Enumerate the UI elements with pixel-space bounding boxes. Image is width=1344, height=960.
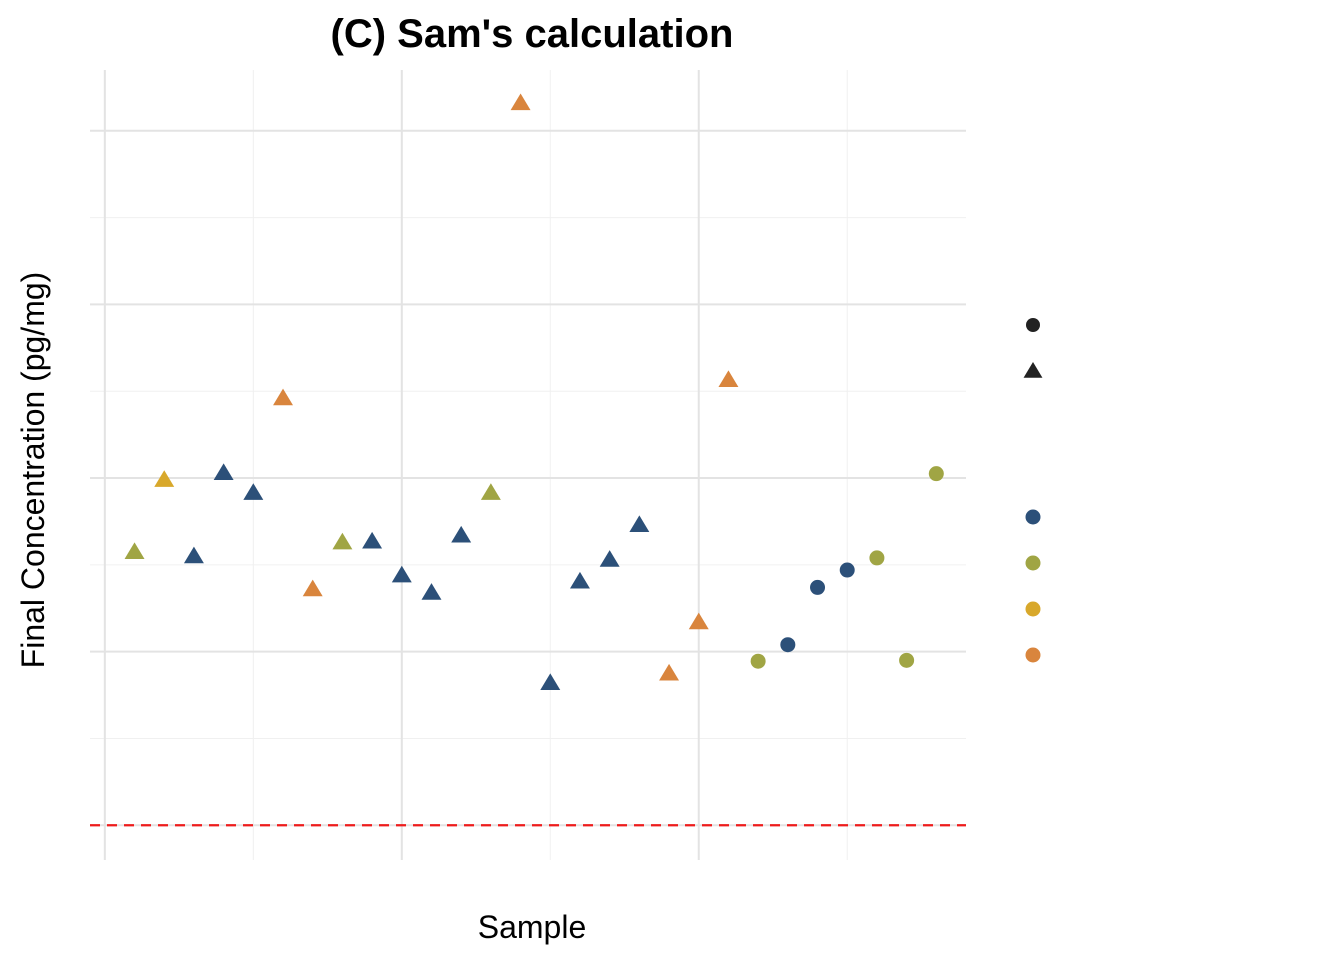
data-point-triangle <box>421 583 442 600</box>
data-point-triangle <box>362 531 383 549</box>
data-point-circle <box>869 550 885 566</box>
data-point-triangle <box>124 542 145 559</box>
data-point-circle <box>928 466 944 482</box>
data-point-triangle <box>510 93 531 111</box>
legend-color-key <box>1025 647 1041 663</box>
data-point-triangle <box>718 370 739 388</box>
data-point-circle <box>899 652 915 668</box>
legend <box>1023 318 1043 663</box>
data-point-triangle <box>213 463 234 480</box>
data-point-circle <box>750 653 766 669</box>
y-axis-title: Final Concentration (pg/mg) <box>15 272 51 669</box>
grid-lines <box>90 70 966 860</box>
x-axis-title: Sample <box>478 909 587 945</box>
data-point-triangle <box>391 565 412 583</box>
data-point-triangle <box>243 483 264 500</box>
data-point-triangle <box>480 483 501 500</box>
legend-circle-key <box>1026 318 1040 332</box>
legend-color-key <box>1025 601 1041 617</box>
chart-title: (C) Sam's calculation <box>331 12 734 56</box>
legend-color-key <box>1025 509 1041 525</box>
data-point-circle <box>839 562 855 578</box>
data-point-triangle <box>629 515 650 533</box>
data-point-triangle <box>569 571 590 589</box>
data-point-triangle <box>273 388 293 406</box>
data-point-triangle <box>688 612 709 630</box>
data-point-triangle <box>302 579 323 597</box>
data-point-triangle <box>599 550 620 567</box>
legend-triangle-key <box>1023 362 1043 378</box>
data-point-triangle <box>183 546 204 564</box>
data-point-circle <box>810 579 826 595</box>
data-point-circle <box>780 637 796 653</box>
legend-color-key <box>1025 555 1041 571</box>
data-point-triangle <box>659 663 680 681</box>
data-point-triangle <box>154 470 175 487</box>
data-points <box>124 93 944 691</box>
data-point-triangle <box>332 532 353 550</box>
data-point-triangle <box>540 673 561 691</box>
data-point-triangle <box>451 525 472 543</box>
